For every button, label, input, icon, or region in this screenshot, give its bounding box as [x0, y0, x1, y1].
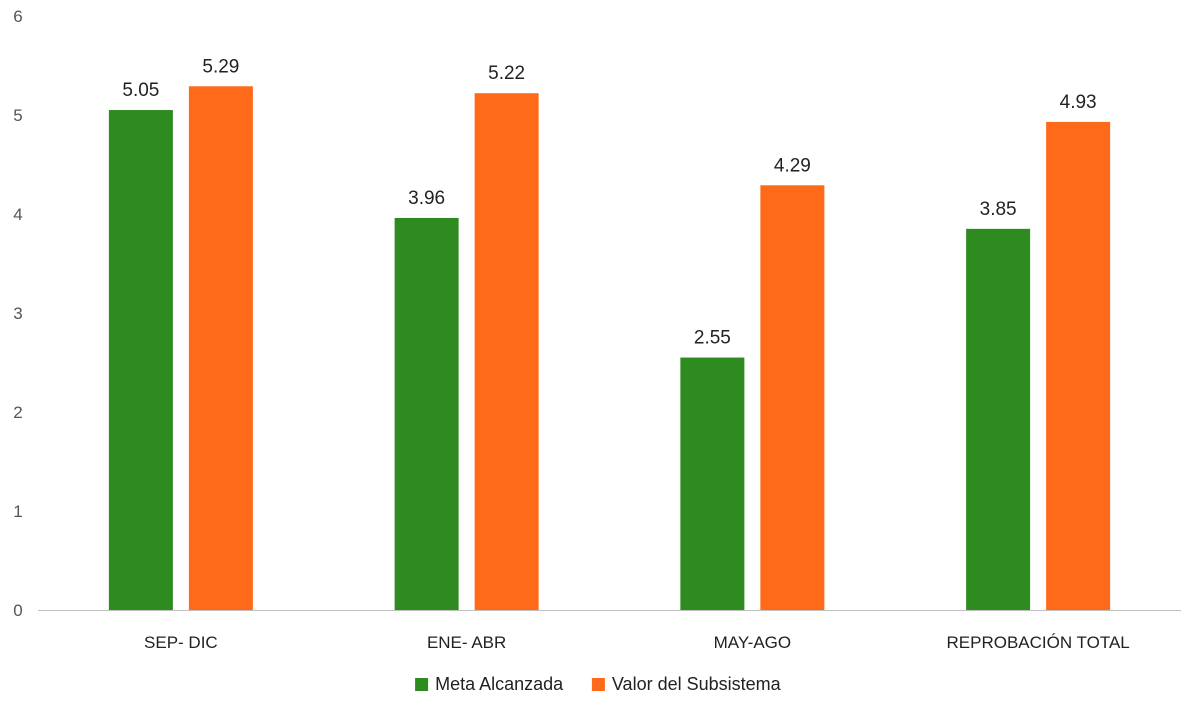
- legend: Meta Alcanzada Valor del Subsistema: [415, 674, 782, 694]
- x-category-label: SEP- DIC: [144, 633, 218, 652]
- data-label: 3.96: [408, 188, 445, 209]
- data-label: 5.22: [488, 63, 525, 84]
- bar-meta-alcanzada: [108, 110, 173, 611]
- bar-meta-alcanzada: [966, 228, 1031, 610]
- data-label: 4.29: [774, 155, 811, 176]
- legend-swatch: [591, 678, 605, 691]
- y-tick-label: 2: [13, 403, 22, 422]
- data-label: 5.29: [202, 56, 239, 77]
- bar-valor-subsistema: [1046, 121, 1111, 611]
- data-label: 2.55: [694, 328, 731, 349]
- data-label: 3.85: [980, 199, 1017, 220]
- y-tick-label: 0: [13, 601, 22, 620]
- bar-valor-subsistema: [760, 185, 825, 611]
- y-tick-label: 6: [13, 7, 22, 26]
- legend-label: Valor del Subsistema: [612, 674, 782, 694]
- legend-label: Meta Alcanzada: [435, 674, 564, 694]
- legend-swatch: [415, 678, 429, 691]
- x-category-label: ENE- ABR: [427, 633, 506, 652]
- bar-valor-subsistema: [474, 93, 539, 611]
- y-tick-label: 4: [13, 205, 22, 224]
- y-tick-label: 5: [13, 106, 22, 125]
- data-label: 4.93: [1060, 92, 1097, 113]
- y-tick-label: 3: [13, 304, 22, 323]
- y-tick-label: 1: [13, 502, 22, 521]
- data-label: 5.05: [122, 80, 159, 101]
- bar-meta-alcanzada: [680, 357, 745, 610]
- bar-valor-subsistema: [188, 86, 253, 611]
- x-category-label: REPROBACIÓN TOTAL: [946, 633, 1129, 652]
- x-category-label: MAY-AGO: [714, 633, 791, 652]
- bar-meta-alcanzada: [394, 217, 459, 610]
